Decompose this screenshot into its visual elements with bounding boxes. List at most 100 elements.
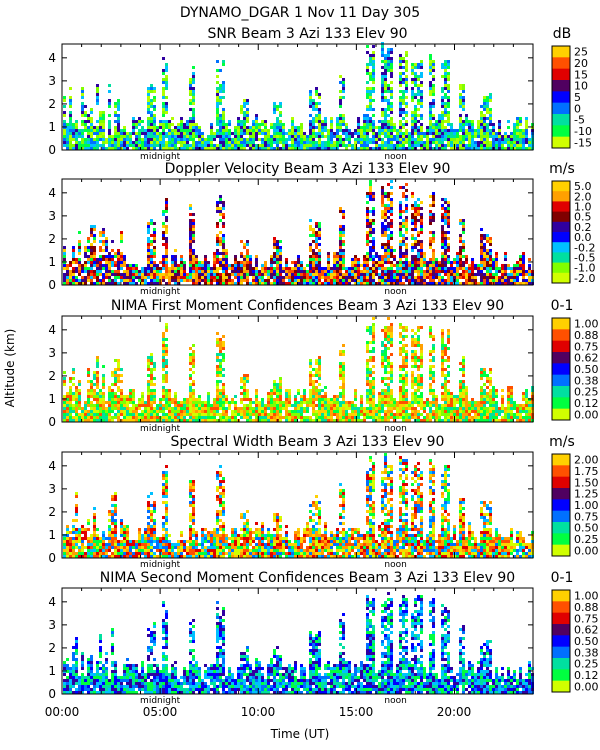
colorbar-label: 1.00 [574,590,599,603]
colorbar-label: -0.2 [574,241,595,254]
y-tick-label: 4 [48,186,56,200]
colorbar-swatch [552,201,570,213]
colorbar-swatch [552,454,570,466]
y-tick-label: 0 [48,687,56,701]
colorbar-swatch [552,318,570,330]
noon-marker: noon [384,696,406,706]
colorbar-label: 2.00 [574,454,599,467]
y-tick-label: 4 [48,459,56,473]
colorbar-swatch [552,408,570,421]
colorbar-swatch [552,363,570,376]
colorbar-swatch [552,465,570,478]
colorbar-frame [551,317,571,421]
y-tick-label: 0 [48,415,56,429]
x-tick-labels: 00:00 05:00 10:00 15:00 20:00 [45,705,472,719]
colorbar-swatch [552,601,570,614]
colorbar-label: 1.0 [574,201,592,214]
colorbar-label: 10 [574,80,588,93]
colorbar-label: 0.88 [574,601,599,614]
colorbar-swatch [552,488,570,500]
colorbar: 1.000.880.750.620.500.380.250.120.00 [551,317,599,421]
colorbar-label: -2.0 [574,272,595,285]
colorbar-swatch [552,114,570,126]
y-tick-label: 4 [48,51,56,65]
colorbar-label: 5.0 [574,180,592,193]
colorbar-unit: 0-1 [551,570,574,586]
colorbar-label: 0.25 [574,533,599,546]
y-tick-label: 2 [48,97,56,111]
x-axis-label: Time (UT) [270,727,330,741]
colorbar-swatch [552,510,570,523]
panel: Spectral Width Beam 3 Azi 133 Elev 90 0 1 2… [48,434,598,570]
colorbar-swatch [552,262,570,274]
colorbar-swatch [552,352,570,364]
colorbar-label: 0.62 [574,624,599,637]
colorbar-swatch [552,125,570,138]
colorbar-label: -5 [574,114,585,127]
midnight-marker: midnight [140,696,181,706]
colorbar-label: 0.50 [574,635,599,648]
colorbar-swatch [552,386,570,398]
colorbar-label: 2.0 [574,190,592,203]
y-tick-label: 2 [48,232,56,246]
colorbar-label: 0.00 [574,680,599,693]
colorbar-swatch [552,68,570,81]
colorbar-label: 1.00 [574,318,599,331]
colorbar-label: 0.2 [574,221,592,234]
colorbar-label: 1.25 [574,488,599,501]
panel-title: NIMA First Moment Confidences Beam 3 Azi… [111,298,504,314]
colorbar-swatch [552,211,570,223]
colorbar-label: -10 [574,125,592,138]
y-axis-label: Altitude (km) [3,329,17,408]
colorbar-swatch [552,680,570,693]
colorbar-label: 0.38 [574,646,599,659]
y-tick-label: 0 [48,278,56,292]
panel: SNR Beam 3 Azi 133 Elev 90 0 1 2 3 4 midnight n… [48,26,592,162]
noon-marker: noon [384,424,406,434]
colorbar-unit: m/s [549,161,575,177]
y-tick-label: 1 [48,120,56,134]
panel-echo-cells [63,180,534,285]
panel: NIMA First Moment Confidences Beam 3 Azi… [48,298,598,434]
colorbar-swatch [552,221,570,233]
colorbar-label: 0.5 [574,211,592,224]
colorbar-label: -15 [574,136,592,149]
y-tick-label: 1 [48,664,56,678]
y-tick-label: 2 [48,369,56,383]
colorbar-label: 15 [574,68,588,81]
colorbar-label: 0.12 [574,397,599,410]
colorbar: 1.000.880.750.620.500.380.250.120.00 [551,589,599,693]
midnight-marker: midnight [140,152,181,162]
colorbar-swatch [552,646,570,659]
colorbar-swatch [552,522,570,534]
colorbar-swatch [552,80,570,92]
noon-marker: noon [384,152,406,162]
y-tick-label: 0 [48,143,56,157]
panel-title: Spectral Width Beam 3 Azi 133 Elev 90 [171,434,445,450]
colorbar-label: -1.0 [574,262,595,275]
colorbar-swatch [552,329,570,342]
colorbar-label: 0.25 [574,658,599,671]
colorbar-frame [551,589,571,693]
panel: Doppler Velocity Beam 3 Azi 133 Elev 90 0… [48,161,595,297]
colorbar-label: 0.62 [574,352,599,365]
y-tick-label: 3 [48,346,56,360]
y-tick-label: 3 [48,209,56,223]
colorbar-swatch [552,191,570,202]
colorbar-frame [551,180,571,284]
colorbar-swatch [552,499,570,512]
colorbar-frame [551,45,571,149]
colorbar-unit: 0-1 [551,298,574,314]
colorbar-swatch [552,102,570,115]
y-tick-label: 1 [48,255,56,269]
colorbar-label: 20 [574,57,588,70]
noon-marker: noon [384,560,406,570]
colorbar-swatch [552,232,570,243]
colorbar-swatch [552,252,570,264]
colorbar-label: 1.75 [574,465,599,478]
colorbar-swatch [552,181,570,192]
midnight-marker: midnight [140,560,181,570]
colorbar-label: -0.5 [574,252,595,265]
